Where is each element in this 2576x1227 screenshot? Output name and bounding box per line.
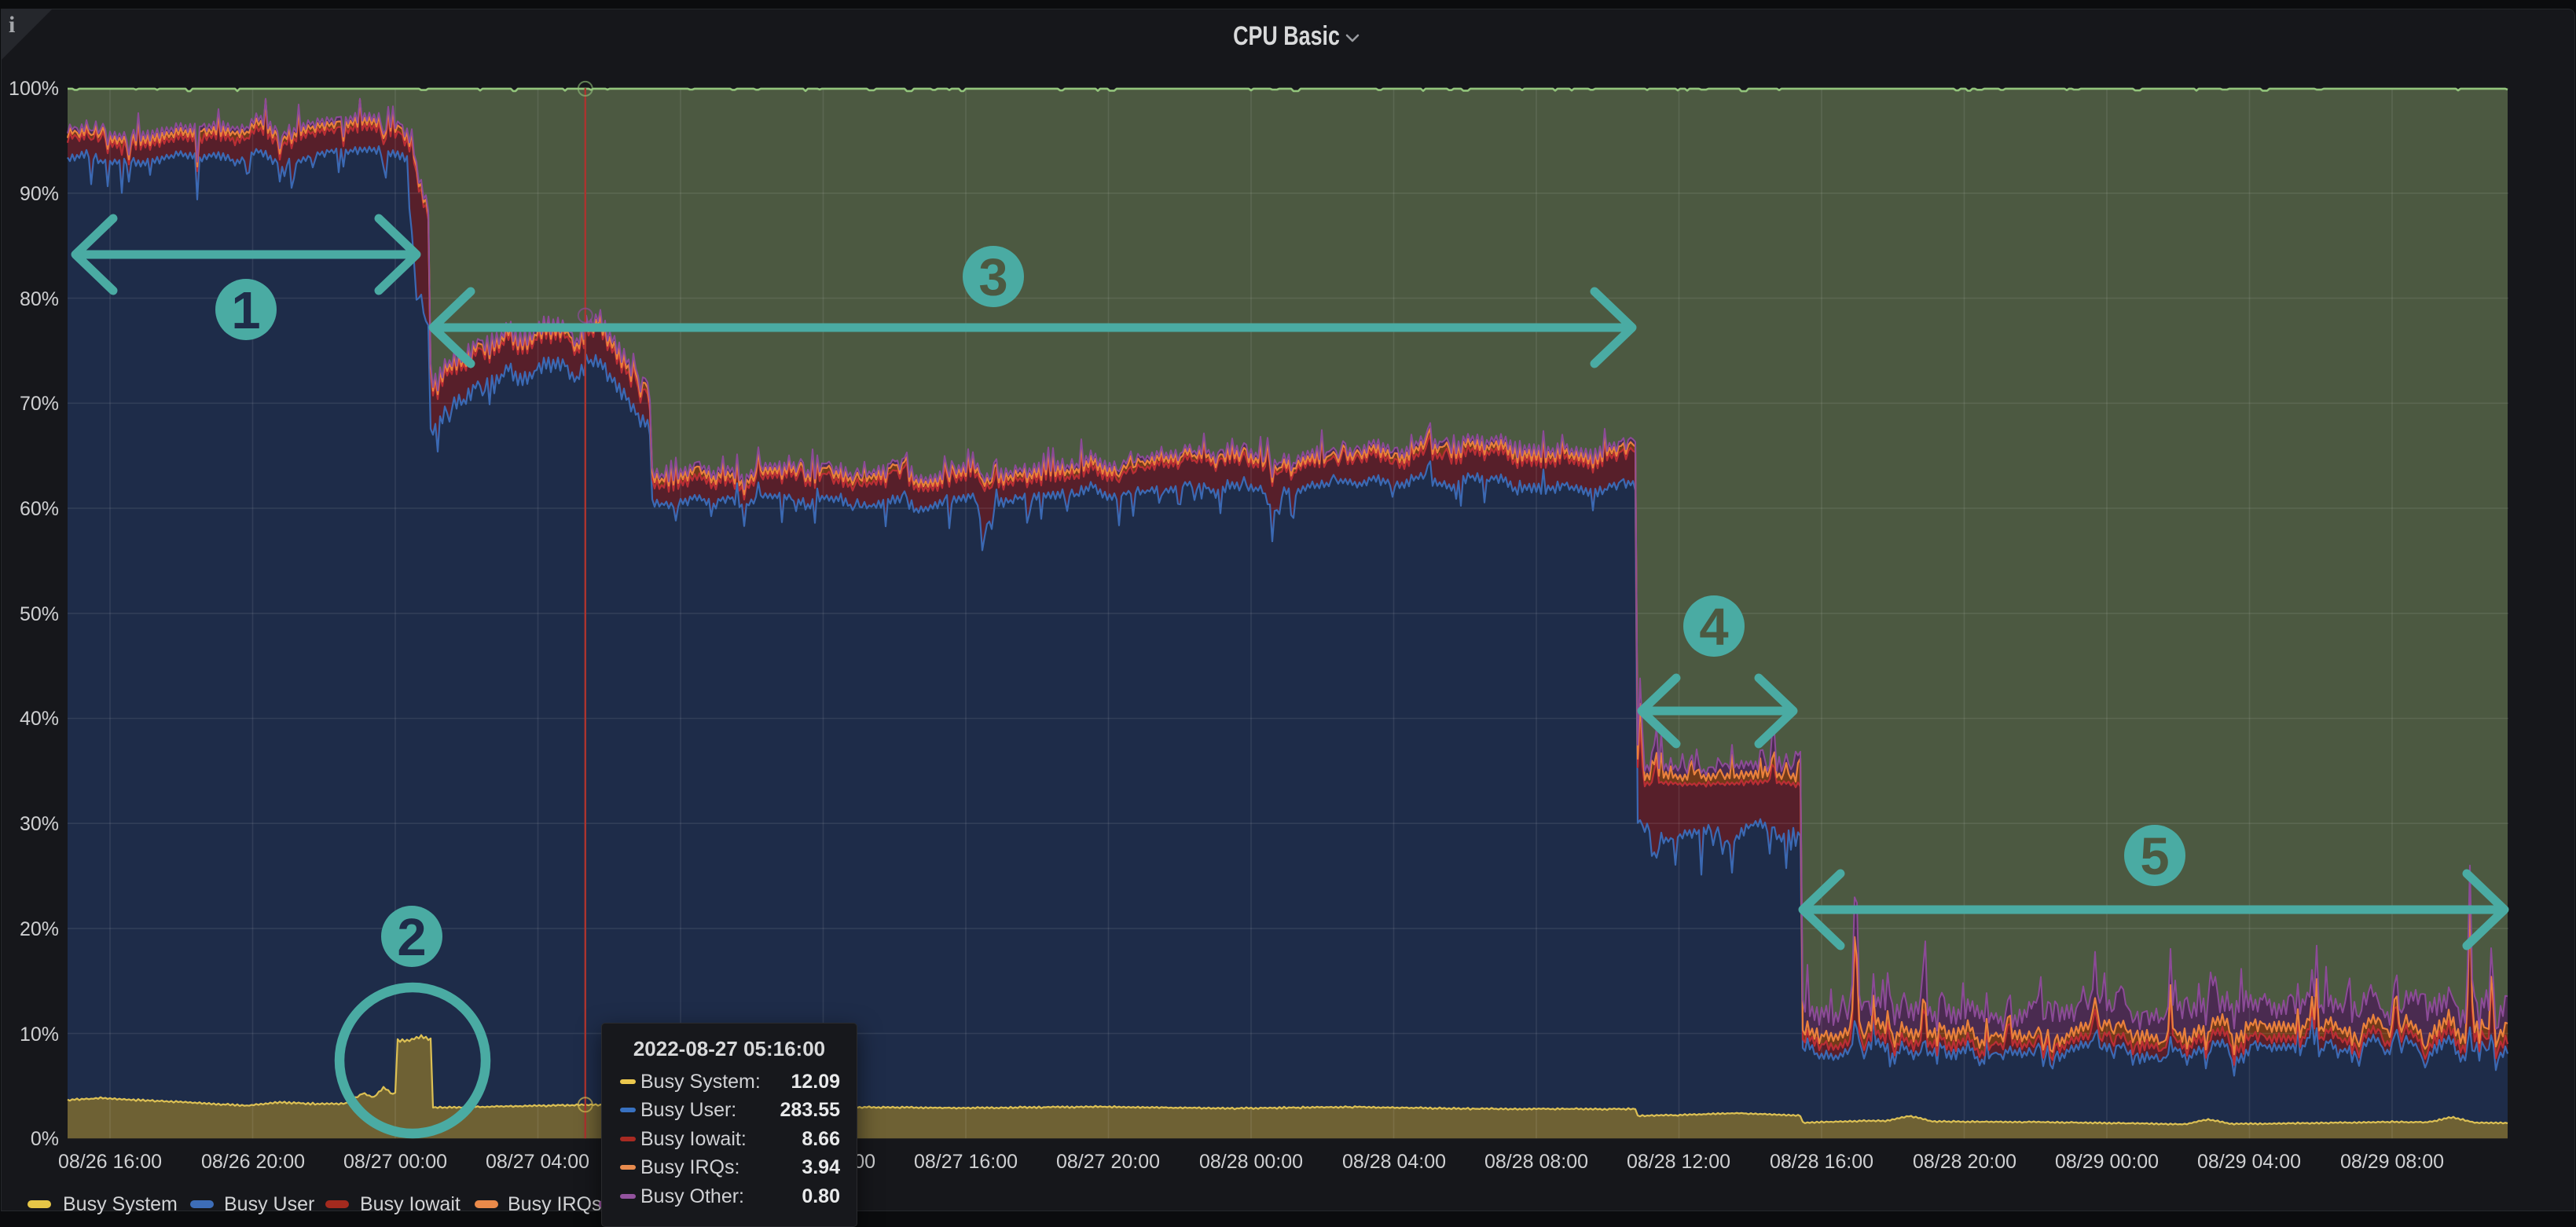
svg-text:30%: 30% (20, 813, 59, 835)
svg-text:08/29 00:00: 08/29 00:00 (2055, 1151, 2159, 1173)
svg-text:90%: 90% (20, 183, 59, 205)
svg-text:08/29 04:00: 08/29 04:00 (2197, 1151, 2301, 1173)
svg-text:08/28 16:00: 08/28 16:00 (1770, 1151, 1873, 1173)
svg-text:40%: 40% (20, 708, 59, 730)
svg-text:60%: 60% (20, 498, 59, 520)
svg-text:3: 3 (978, 248, 1007, 307)
svg-text:50%: 50% (20, 603, 59, 625)
svg-text:08/27 00:00: 08/27 00:00 (343, 1151, 447, 1173)
svg-text:08/27 20:00: 08/27 20:00 (1056, 1151, 1160, 1173)
svg-text:5: 5 (2140, 827, 2169, 886)
svg-text:70%: 70% (20, 393, 59, 415)
svg-text:100%: 100% (9, 78, 59, 100)
svg-text:0%: 0% (31, 1128, 59, 1150)
svg-text:08/28 08:00: 08/28 08:00 (1484, 1151, 1588, 1173)
svg-text:10%: 10% (20, 1024, 59, 1046)
svg-text:1: 1 (231, 281, 260, 340)
svg-text:4: 4 (1699, 598, 1728, 657)
svg-text:08/29 08:00: 08/29 08:00 (2340, 1151, 2444, 1173)
svg-text:08/28 12:00: 08/28 12:00 (1627, 1151, 1730, 1173)
svg-text:08/27 16:00: 08/27 16:00 (914, 1151, 1018, 1173)
svg-text:08/28 04:00: 08/28 04:00 (1342, 1151, 1446, 1173)
svg-text:20%: 20% (20, 918, 59, 940)
svg-text:08/26 16:00: 08/26 16:00 (58, 1151, 162, 1173)
svg-text:08/28 00:00: 08/28 00:00 (1199, 1151, 1303, 1173)
svg-text:08/26 20:00: 08/26 20:00 (201, 1151, 305, 1173)
svg-text:80%: 80% (20, 288, 59, 310)
svg-text:2: 2 (397, 908, 426, 967)
svg-text:08/28 20:00: 08/28 20:00 (1913, 1151, 2016, 1173)
svg-text:08/27 04:00: 08/27 04:00 (486, 1151, 589, 1173)
